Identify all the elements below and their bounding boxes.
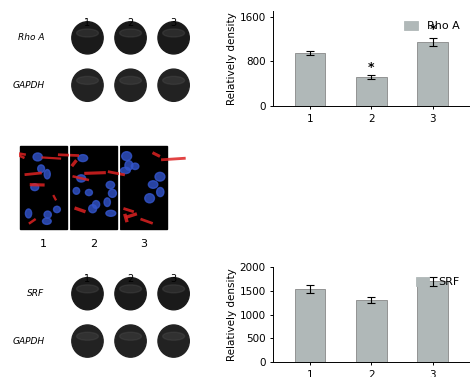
- Ellipse shape: [158, 69, 189, 101]
- Text: 3: 3: [171, 274, 177, 284]
- Bar: [356, 300, 387, 362]
- Ellipse shape: [120, 167, 130, 174]
- Ellipse shape: [158, 22, 189, 54]
- Ellipse shape: [145, 194, 155, 203]
- Ellipse shape: [43, 218, 51, 224]
- Text: GAPDH: GAPDH: [12, 81, 45, 90]
- Ellipse shape: [33, 153, 42, 161]
- Text: *: *: [368, 61, 374, 74]
- Bar: [20, 146, 67, 229]
- Legend: Rho A: Rho A: [400, 17, 464, 36]
- Bar: [120, 146, 167, 229]
- Ellipse shape: [115, 277, 146, 310]
- Text: 2: 2: [128, 18, 134, 28]
- Ellipse shape: [119, 29, 142, 37]
- Bar: [295, 53, 326, 106]
- Ellipse shape: [158, 325, 189, 357]
- Ellipse shape: [106, 181, 115, 188]
- Ellipse shape: [125, 161, 133, 170]
- Ellipse shape: [44, 211, 51, 218]
- Bar: [70, 146, 117, 229]
- Ellipse shape: [104, 198, 110, 207]
- Ellipse shape: [54, 206, 60, 213]
- Ellipse shape: [163, 332, 184, 340]
- Ellipse shape: [76, 77, 99, 84]
- Y-axis label: Relatively density: Relatively density: [227, 268, 237, 361]
- Bar: [356, 77, 387, 106]
- Text: GAPDH: GAPDH: [12, 337, 45, 346]
- Y-axis label: Relatively density: Relatively density: [227, 12, 237, 105]
- Text: 2: 2: [128, 274, 134, 284]
- Ellipse shape: [31, 184, 39, 191]
- Ellipse shape: [44, 170, 50, 179]
- Ellipse shape: [163, 285, 184, 293]
- Ellipse shape: [72, 277, 103, 310]
- Text: 1: 1: [84, 18, 91, 28]
- Ellipse shape: [115, 69, 146, 101]
- Ellipse shape: [156, 187, 164, 197]
- Ellipse shape: [89, 205, 97, 213]
- Ellipse shape: [155, 172, 165, 181]
- Ellipse shape: [131, 163, 139, 170]
- Ellipse shape: [148, 181, 158, 188]
- Ellipse shape: [37, 165, 45, 173]
- Ellipse shape: [73, 187, 80, 194]
- Legend: SRF: SRF: [411, 273, 464, 292]
- Text: 1: 1: [40, 239, 47, 249]
- Ellipse shape: [119, 332, 142, 340]
- Ellipse shape: [163, 29, 184, 37]
- Text: 3: 3: [140, 239, 147, 249]
- Ellipse shape: [92, 201, 100, 208]
- Text: 3: 3: [171, 18, 177, 28]
- Text: 2: 2: [90, 239, 97, 249]
- Text: 1: 1: [84, 274, 91, 284]
- Text: Rho A: Rho A: [18, 33, 45, 42]
- Ellipse shape: [76, 332, 99, 340]
- Ellipse shape: [158, 277, 189, 310]
- Ellipse shape: [119, 77, 142, 84]
- Ellipse shape: [77, 175, 86, 182]
- Ellipse shape: [72, 22, 103, 54]
- Ellipse shape: [115, 22, 146, 54]
- Ellipse shape: [26, 209, 32, 218]
- Ellipse shape: [78, 155, 88, 162]
- Ellipse shape: [119, 285, 142, 293]
- Ellipse shape: [72, 325, 103, 357]
- Ellipse shape: [109, 189, 117, 197]
- Ellipse shape: [85, 189, 92, 196]
- Ellipse shape: [163, 77, 184, 84]
- Bar: [417, 281, 448, 362]
- Text: *: *: [429, 23, 436, 36]
- Ellipse shape: [122, 152, 132, 161]
- Text: SRF: SRF: [27, 289, 45, 298]
- Bar: [295, 289, 326, 362]
- Bar: [417, 42, 448, 106]
- Ellipse shape: [72, 69, 103, 101]
- Ellipse shape: [106, 210, 116, 216]
- Ellipse shape: [76, 29, 99, 37]
- Ellipse shape: [76, 285, 99, 293]
- Ellipse shape: [115, 325, 146, 357]
